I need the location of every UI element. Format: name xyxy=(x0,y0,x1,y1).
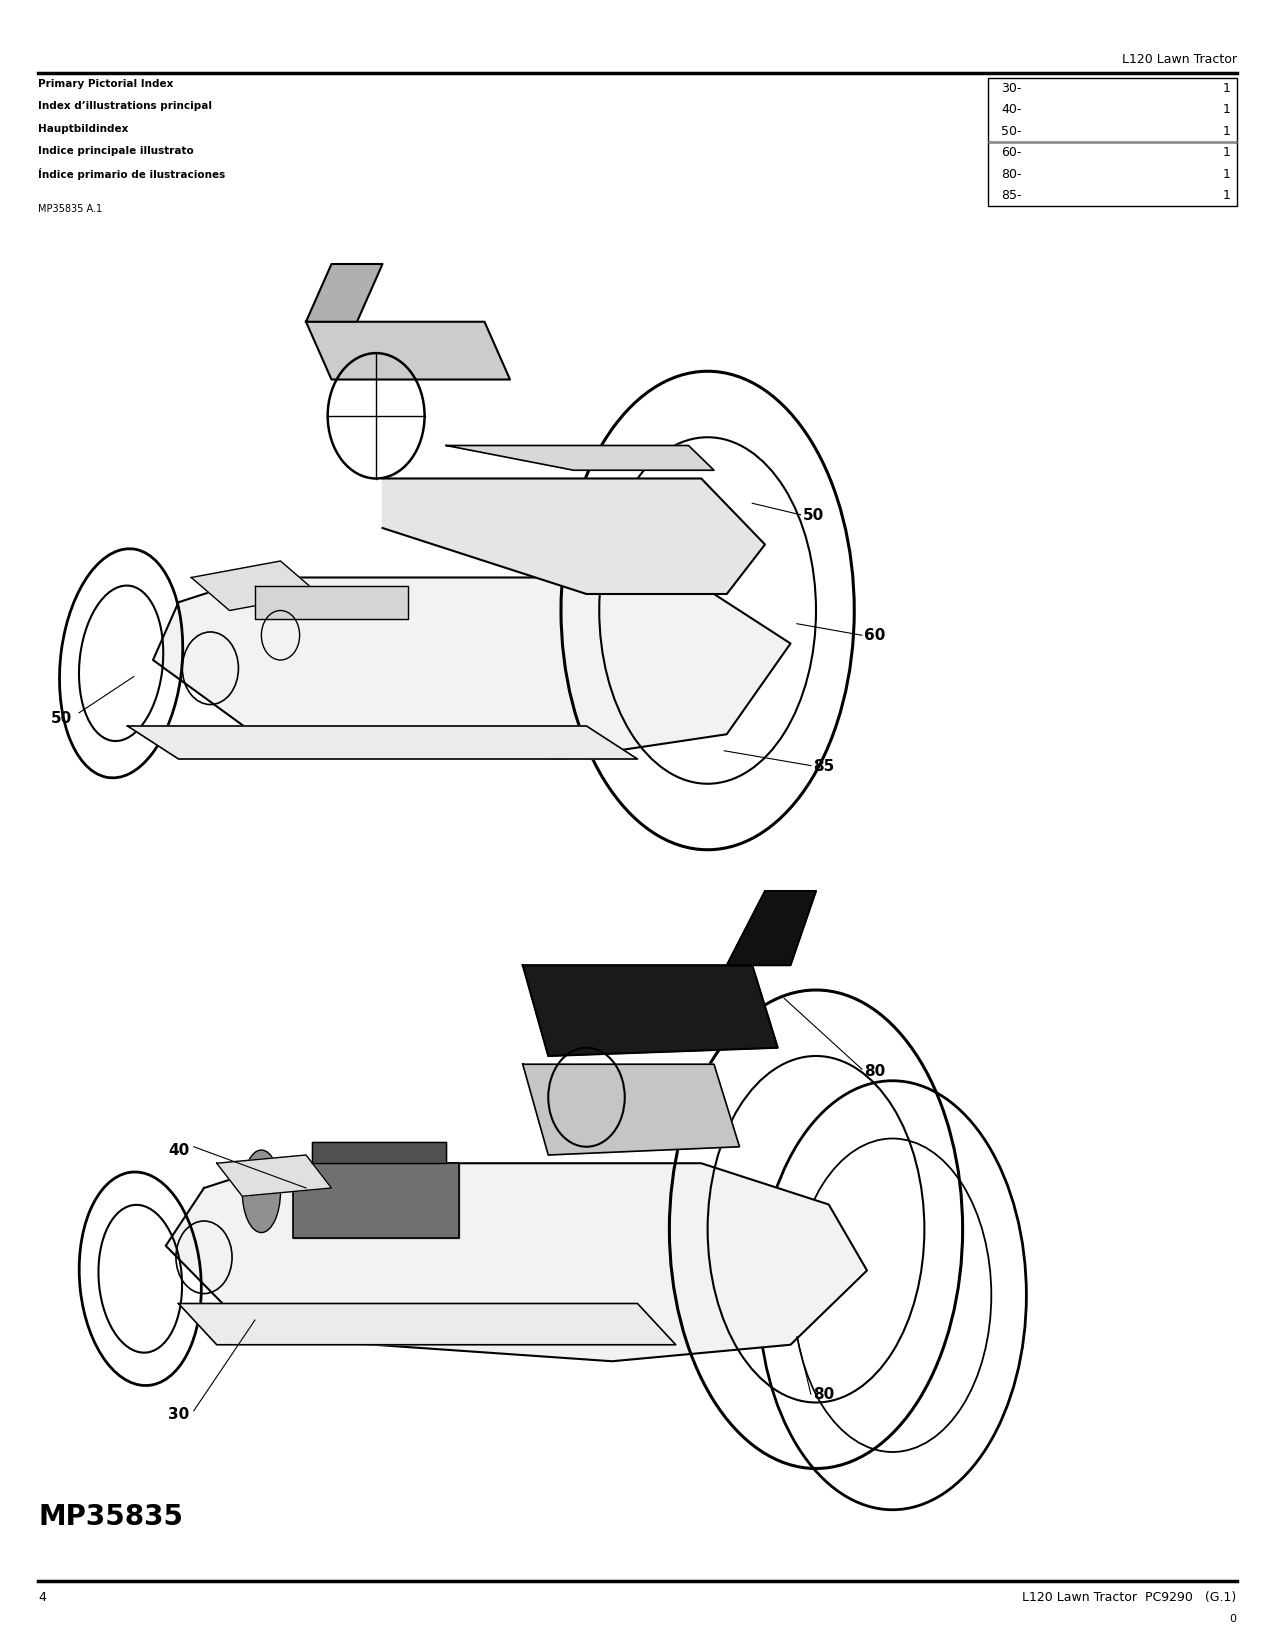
Text: 4: 4 xyxy=(38,1591,46,1604)
Text: 1: 1 xyxy=(1223,125,1230,137)
Polygon shape xyxy=(217,1155,332,1196)
Polygon shape xyxy=(727,891,816,965)
Polygon shape xyxy=(128,726,638,759)
Polygon shape xyxy=(153,578,790,759)
Text: 1: 1 xyxy=(1223,147,1230,158)
Text: L120 Lawn Tractor: L120 Lawn Tractor xyxy=(1122,53,1237,66)
Text: 80: 80 xyxy=(864,1064,886,1079)
Text: 50-: 50- xyxy=(1001,125,1021,137)
Polygon shape xyxy=(191,561,319,610)
Text: 0: 0 xyxy=(1230,1614,1237,1624)
Ellipse shape xyxy=(242,1150,280,1233)
Text: Índice primario de ilustraciones: Índice primario de ilustraciones xyxy=(38,168,226,180)
Text: Hauptbildindex: Hauptbildindex xyxy=(38,124,129,134)
Text: Indice principale illustrato: Indice principale illustrato xyxy=(38,147,194,157)
Text: 1: 1 xyxy=(1223,104,1230,116)
Text: 50: 50 xyxy=(803,508,825,523)
Bar xyxy=(988,78,1237,142)
Text: 40: 40 xyxy=(168,1143,190,1158)
Text: 1: 1 xyxy=(1223,168,1230,180)
Polygon shape xyxy=(306,322,510,380)
Text: 30: 30 xyxy=(168,1407,190,1422)
Text: 85: 85 xyxy=(813,759,835,774)
Polygon shape xyxy=(255,586,408,619)
Text: 30-: 30- xyxy=(1001,82,1021,94)
Text: 60: 60 xyxy=(864,629,886,644)
Text: MP35835 A.1: MP35835 A.1 xyxy=(38,205,102,214)
Text: 1: 1 xyxy=(1223,190,1230,201)
Text: L120 Lawn Tractor  PC9290   (G.1): L120 Lawn Tractor PC9290 (G.1) xyxy=(1023,1591,1237,1604)
Text: 85-: 85- xyxy=(1001,190,1021,201)
Text: 80-: 80- xyxy=(1001,168,1021,180)
Polygon shape xyxy=(446,446,714,470)
Polygon shape xyxy=(523,965,778,1056)
Text: 60-: 60- xyxy=(1001,147,1021,158)
Bar xyxy=(988,142,1237,206)
Polygon shape xyxy=(293,1163,459,1238)
Text: 40-: 40- xyxy=(1001,104,1021,116)
Text: 80: 80 xyxy=(813,1388,835,1402)
Text: Primary Pictorial Index: Primary Pictorial Index xyxy=(38,79,173,89)
Text: 1: 1 xyxy=(1223,82,1230,94)
Text: 50: 50 xyxy=(51,711,73,726)
Polygon shape xyxy=(312,1142,446,1163)
Text: MP35835: MP35835 xyxy=(38,1503,184,1531)
Polygon shape xyxy=(166,1163,867,1361)
Text: Index d’illustrations principal: Index d’illustrations principal xyxy=(38,102,212,112)
Polygon shape xyxy=(382,478,765,594)
Polygon shape xyxy=(306,264,382,322)
Polygon shape xyxy=(523,1064,740,1155)
Polygon shape xyxy=(179,1304,676,1345)
